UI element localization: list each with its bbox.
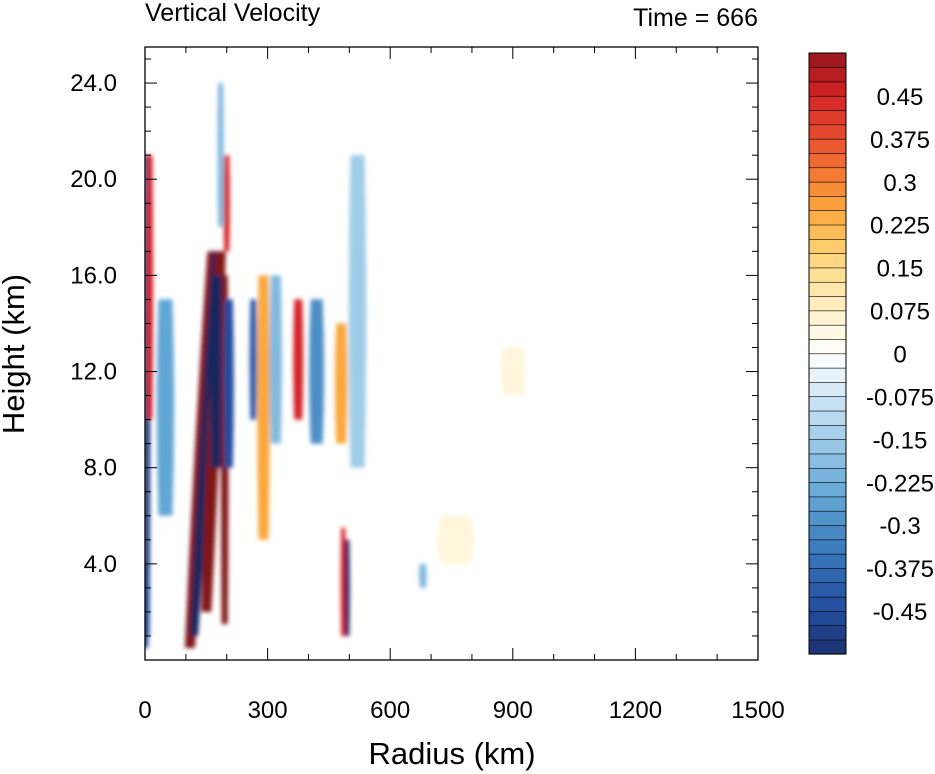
plot-frame xyxy=(144,46,759,661)
x-tick-label: 600 xyxy=(370,697,410,724)
y-tick-label: 20.0 xyxy=(70,166,117,193)
colorbar-bin xyxy=(808,324,847,340)
velocity-feature-17 xyxy=(340,527,346,636)
colorbar-tick-label: 0.075 xyxy=(870,299,930,326)
velocity-feature-3 xyxy=(156,299,175,516)
colorbar-bin xyxy=(808,496,847,512)
colorbar-bin xyxy=(808,467,847,483)
colorbar-bin xyxy=(808,267,847,283)
plot-background xyxy=(145,47,758,660)
x-tick-label: 900 xyxy=(493,697,533,724)
x-tick-label: 1200 xyxy=(609,697,662,724)
velocity-feature-1 xyxy=(146,155,154,420)
velocity-feature-7 xyxy=(209,275,224,468)
colorbar-bin xyxy=(808,453,847,469)
colorbar-bin xyxy=(808,481,847,498)
colorbar-bin xyxy=(808,396,847,412)
y-tick-label: 8.0 xyxy=(84,455,117,482)
colorbar-bin xyxy=(808,238,847,254)
x-tick-label: 0 xyxy=(138,697,151,724)
axis-ticks: 0 300 600 900 1200 1500 4.0 8.0 12.0 16.0 20.0 24.0 xyxy=(70,47,785,724)
y-tick-label: 16.0 xyxy=(70,262,117,289)
colorbar-bin xyxy=(808,567,847,584)
colorbar-tick-label: -0.225 xyxy=(866,470,934,497)
y-tick-label: 12.0 xyxy=(70,359,117,386)
colorbar-bin xyxy=(808,167,847,183)
colorbar-bin xyxy=(808,338,847,355)
colorbar-bin xyxy=(808,553,847,569)
colorbar-tick-label: -0.075 xyxy=(866,384,934,411)
velocity-feature-13 xyxy=(257,275,270,540)
colorbar-bin xyxy=(808,67,847,83)
colorbar-bin xyxy=(808,639,847,655)
colorbar-bin xyxy=(808,281,847,297)
x-axis-label: Radius (km) xyxy=(368,736,535,771)
velocity-feature-21 xyxy=(419,563,427,588)
colorbar-tick-label: -0.15 xyxy=(873,427,928,454)
colorbar-bin xyxy=(808,152,847,169)
colorbar-bin xyxy=(808,539,847,555)
x-tick-label: 300 xyxy=(248,697,288,724)
colorbar-bin xyxy=(808,210,847,226)
velocity-feature-18 xyxy=(344,539,350,636)
colorbar-tick-label: 0.15 xyxy=(877,256,924,283)
colorbar-bin xyxy=(808,367,847,383)
velocity-feature-10 xyxy=(223,155,230,252)
colorbar-bin xyxy=(808,253,847,269)
velocity-feature-2 xyxy=(145,563,149,648)
colorbar-bin xyxy=(808,424,847,440)
colorbar-bin xyxy=(808,524,847,541)
colorbar-tick-label: -0.45 xyxy=(873,599,928,626)
colorbar-bin xyxy=(808,52,847,68)
colorbar: 0.45 0.375 0.3 0.225 0.15 0.075 0 -0.075 -0.15 -0… xyxy=(808,52,934,655)
y-axis-label: Height (km) xyxy=(0,274,31,434)
colorbar-tick-label: 0.3 xyxy=(883,170,916,197)
colorbar-tick-label: -0.375 xyxy=(866,556,934,583)
velocity-feature-9 xyxy=(223,299,234,468)
velocity-feature-16 xyxy=(309,299,325,444)
colorbar-bin xyxy=(808,109,847,126)
y-tick-label: 4.0 xyxy=(84,551,117,578)
colorbar-frame xyxy=(808,52,847,655)
colorbar-bin xyxy=(808,410,847,426)
colorbar-bin xyxy=(808,353,847,369)
velocity-feature-22 xyxy=(436,515,475,564)
velocity-feature-15 xyxy=(293,299,304,420)
chart-title: Vertical Velocity xyxy=(145,0,321,27)
colorbar-bin xyxy=(808,195,847,212)
x-tick-label: 1500 xyxy=(731,697,784,724)
colorbar-bin xyxy=(808,610,847,626)
y-tick-label: 24.0 xyxy=(70,70,117,97)
velocity-feature-20 xyxy=(348,155,367,468)
colorbar-tick-label: 0.225 xyxy=(870,213,930,240)
colorbar-bin xyxy=(808,138,847,154)
colorbar-bin xyxy=(808,124,847,140)
colorbar-tick-label: 0.375 xyxy=(870,127,930,154)
colorbar-bin xyxy=(808,310,847,326)
velocity-feature-14 xyxy=(269,275,283,444)
velocity-feature-23 xyxy=(500,347,526,396)
colorbar-bin xyxy=(808,510,847,526)
chart-time-label: Time = 666 xyxy=(633,4,758,32)
colorbar-bin xyxy=(808,596,847,612)
colorbar-bin xyxy=(808,295,847,312)
velocity-field xyxy=(145,83,526,648)
velocity-feature-19 xyxy=(334,323,348,444)
colorbar-tick-label: 0.45 xyxy=(877,84,924,111)
velocity-feature-11 xyxy=(217,83,224,228)
colorbar-bin xyxy=(808,95,847,111)
colorbar-bin xyxy=(808,582,847,598)
colorbar-tick-label: 0 xyxy=(893,342,906,369)
colorbar-tick-label: -0.3 xyxy=(879,513,920,540)
colorbar-bin xyxy=(808,381,847,398)
colorbar-bin xyxy=(808,625,847,641)
velocity-feature-12 xyxy=(249,299,258,420)
colorbar-bin xyxy=(808,181,847,197)
colorbar-bin xyxy=(808,224,847,240)
colorbar-bin xyxy=(808,81,847,97)
colorbar-bin xyxy=(808,439,847,455)
